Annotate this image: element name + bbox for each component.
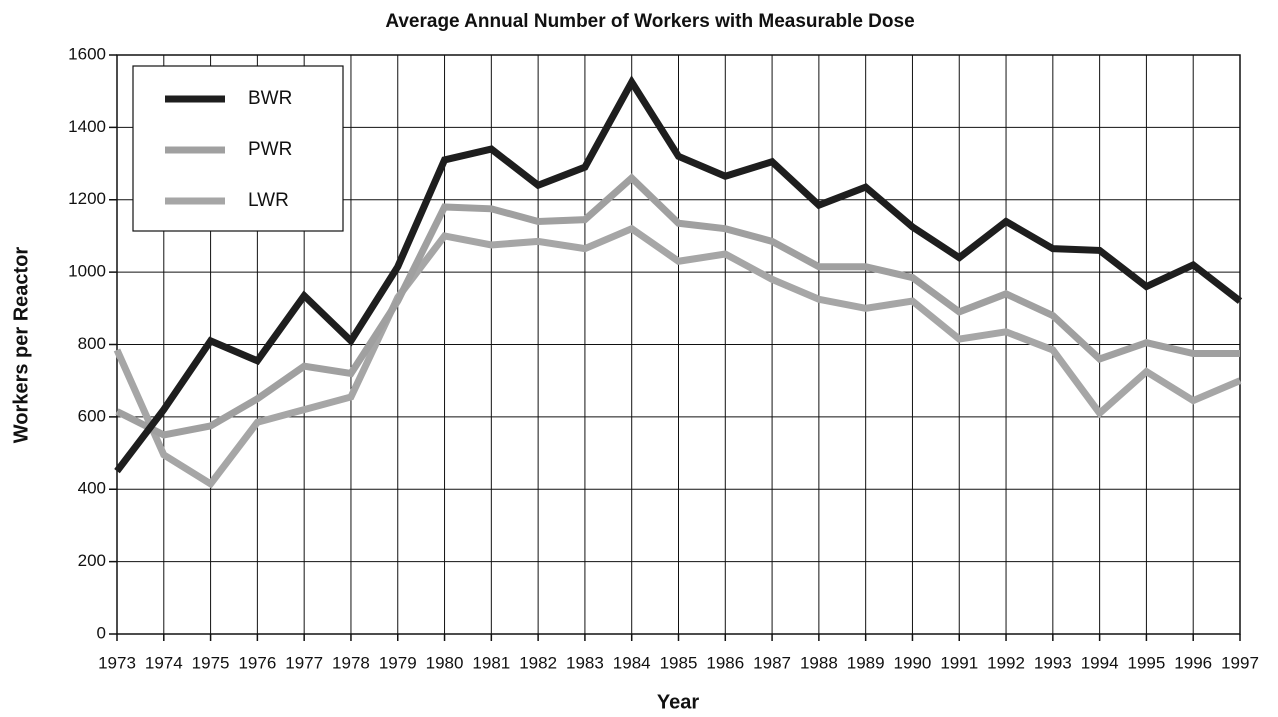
x-tick-label: 1982: [519, 653, 557, 672]
y-tick-label: 600: [78, 406, 106, 425]
legend-label: PWR: [248, 139, 292, 160]
series-line: [113, 224, 1242, 489]
x-tick-label: 1994: [1081, 653, 1119, 672]
x-tick-label: 1990: [894, 653, 932, 672]
series-line: [115, 173, 1240, 439]
x-tick-label: 1986: [706, 653, 744, 672]
series-line: [114, 75, 1243, 474]
x-tick-label: 1991: [940, 653, 978, 672]
y-tick-label: 1000: [68, 262, 106, 281]
x-tick-label: 1984: [613, 653, 651, 672]
x-tick-label: 1979: [379, 653, 417, 672]
x-tick-label: 1992: [987, 653, 1025, 672]
y-tick-label: 200: [78, 551, 106, 570]
y-tick-label: 800: [78, 334, 106, 353]
y-tick-label: 0: [97, 623, 106, 642]
y-tick-label: 1400: [68, 117, 106, 136]
x-tick-label: 1976: [238, 653, 276, 672]
y-tick-label: 1200: [68, 189, 106, 208]
x-tick-label: 1987: [753, 653, 791, 672]
x-tick-label: 1977: [285, 653, 323, 672]
legend-label: BWR: [248, 88, 292, 109]
x-tick-label: 1973: [98, 653, 136, 672]
x-tick-label: 1985: [660, 653, 698, 672]
y-axis-label: Workers per Reactor: [10, 247, 32, 444]
legend-label: LWR: [248, 190, 289, 211]
x-tick-label: 1981: [472, 653, 510, 672]
x-tick-label: 1978: [332, 653, 370, 672]
x-tick-label: 1975: [192, 653, 230, 672]
legend-box: [132, 65, 344, 232]
x-tick-label: 1993: [1034, 653, 1072, 672]
chart-title: Average Annual Number of Workers with Me…: [385, 11, 914, 32]
x-tick-label: 1974: [145, 653, 183, 672]
x-tick-label: 1997: [1221, 653, 1259, 672]
x-tick-label: 1989: [847, 653, 885, 672]
x-tick-label: 1995: [1128, 653, 1166, 672]
x-tick-label: 1988: [800, 653, 838, 672]
x-tick-label: 1980: [426, 653, 464, 672]
y-tick-label: 400: [78, 479, 106, 498]
y-tick-label: 1600: [68, 44, 106, 63]
x-tick-label: 1983: [566, 653, 604, 672]
x-tick-label: 1996: [1174, 653, 1212, 672]
x-axis-label: Year: [657, 691, 699, 713]
